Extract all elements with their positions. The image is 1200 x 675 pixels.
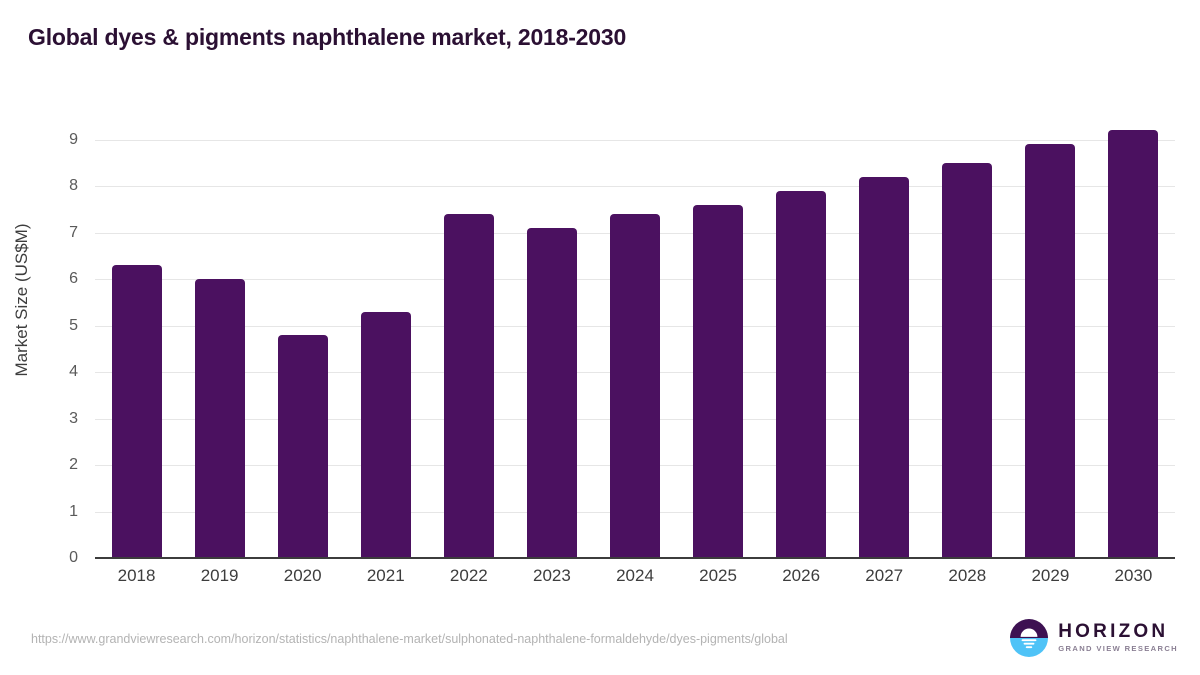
plot-area bbox=[95, 121, 1175, 558]
bar-2028[interactable] bbox=[942, 162, 993, 558]
x-axis-tick-label: 2020 bbox=[283, 566, 322, 585]
y-axis-tick-label: 4 bbox=[69, 363, 78, 381]
x-axis-tick-label: 2022 bbox=[449, 566, 488, 585]
chart-title: Global dyes & pigments naphthalene marke… bbox=[28, 24, 627, 50]
x-axis-tick-label: 2021 bbox=[366, 566, 405, 585]
horizon-logo: HORIZON GRAND VIEW RESEARCH bbox=[1009, 618, 1178, 658]
y-axis-tick-label: 2 bbox=[69, 456, 78, 474]
x-axis-tick-label: 2023 bbox=[533, 566, 571, 585]
x-axis-tick-label: 2030 bbox=[1114, 566, 1153, 585]
y-axis-tick-label: 5 bbox=[69, 316, 78, 334]
y-axis-tick-label: 9 bbox=[69, 130, 78, 148]
gridline bbox=[95, 186, 1175, 188]
gridline bbox=[95, 139, 1175, 141]
x-axis-tick-label: 2024 bbox=[616, 566, 654, 585]
y-axis-tick-label: 1 bbox=[69, 502, 78, 520]
bar-2029[interactable] bbox=[1025, 144, 1076, 558]
x-axis-tick-label: 2019 bbox=[200, 566, 239, 585]
bar-2023[interactable] bbox=[526, 227, 577, 558]
bar-2022[interactable] bbox=[443, 213, 494, 558]
bar-2024[interactable] bbox=[610, 213, 660, 558]
x-axis: 2018 2019 2020 2021 2022 2023 2024 2025 2026 2027… bbox=[95, 566, 1175, 594]
x-axis-tick-label: 2027 bbox=[865, 566, 904, 585]
x-axis-tick-label: 2025 bbox=[699, 566, 737, 585]
logo-wordmark: HORIZON bbox=[1058, 621, 1169, 643]
source-url[interactable]: https://www.grandviewresearch.com/horizo… bbox=[31, 632, 788, 646]
horizon-logo-text: HORIZON GRAND VIEW RESEARCH bbox=[1058, 622, 1178, 653]
y-axis-tick-label: 8 bbox=[69, 177, 78, 195]
x-axis-tick-label: 2026 bbox=[782, 566, 821, 585]
y-axis-tick-label: 3 bbox=[69, 409, 78, 427]
y-axis-tick-label: 0 bbox=[69, 549, 78, 566]
y-axis-tick-label: 6 bbox=[69, 270, 78, 288]
bar-2025[interactable] bbox=[693, 204, 744, 558]
bar-2027[interactable] bbox=[859, 176, 910, 558]
horizon-logo-mark-icon bbox=[1010, 619, 1049, 657]
x-axis-tick-label: 2018 bbox=[117, 566, 156, 585]
x-axis-tick-label: 2028 bbox=[948, 566, 987, 585]
logo-tagline: GRAND VIEW RESEARCH bbox=[1058, 644, 1178, 654]
x-axis-tick-label: 2029 bbox=[1031, 566, 1070, 585]
bar-2030[interactable] bbox=[1108, 130, 1159, 558]
bar-2026[interactable] bbox=[776, 190, 827, 558]
bar-2018[interactable] bbox=[111, 265, 162, 558]
y-axis-tick-label: 7 bbox=[69, 223, 78, 241]
bar-2019[interactable] bbox=[194, 279, 245, 558]
bar-2020[interactable] bbox=[277, 334, 328, 558]
bar-2021[interactable] bbox=[360, 311, 411, 558]
x-axis-line bbox=[95, 557, 1175, 559]
